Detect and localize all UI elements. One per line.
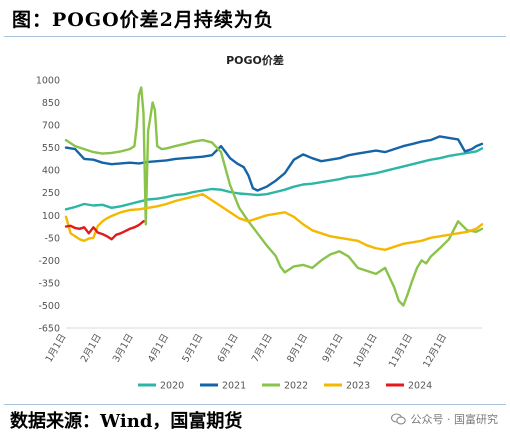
x-tick-label: 10月1日 (352, 332, 380, 370)
series-line-2021 (64, 135, 484, 192)
legend-label-2022: 2022 (284, 381, 308, 392)
x-tick-label: 5月1日 (180, 332, 205, 364)
x-tick-label: 6月1日 (216, 332, 241, 364)
chart-title: POGO价差 (226, 53, 284, 67)
series-layer (64, 86, 484, 307)
legend-label-2020: 2020 (160, 381, 184, 392)
x-tick-label: 1月1日 (44, 332, 69, 364)
watermark: 公众号 · 国富研究 (390, 411, 499, 427)
x-tick-label: 9月1日 (320, 332, 345, 364)
y-tick-label: -350 (38, 278, 60, 289)
x-tick-label: 11月1日 (387, 332, 415, 370)
y-tick-label: 400 (42, 166, 60, 177)
wechat-icon (390, 413, 406, 425)
y-tick-label: -200 (38, 256, 60, 267)
header-divider (4, 36, 506, 37)
y-tick-label: -50 (44, 233, 60, 244)
y-tick-label: 1000 (36, 76, 60, 87)
y-tick-label: 550 (42, 143, 60, 154)
y-tick-label: -500 (38, 301, 60, 312)
footer-divider (4, 404, 506, 405)
series-line-2023 (64, 192, 484, 252)
x-tick-label: 8月1日 (285, 332, 310, 364)
chart-legend: 2020 2021 2022 2023 2024 (138, 381, 432, 392)
x-tick-label: 2月1日 (79, 332, 104, 364)
y-tick-label: -650 (38, 324, 60, 335)
y-tick-label: 850 (42, 98, 60, 109)
line-chart: POGO价差 1000 850 700 550 400 250 100 -50 -200 -350… (36, 53, 484, 392)
x-tick-label: 12月1日 (421, 332, 449, 370)
y-tick-label: 250 (42, 188, 60, 199)
legend-label-2021: 2021 (222, 381, 246, 392)
watermark-text: 公众号 · 国富研究 (410, 413, 499, 426)
series-line-2024 (64, 220, 145, 241)
source-note: 数据来源：Wind，国富期货 (10, 411, 243, 432)
x-tick-label: 3月1日 (111, 332, 136, 364)
x-tick-label: 7月1日 (250, 332, 275, 364)
legend-label-2023: 2023 (346, 381, 370, 392)
series-line-2020 (64, 147, 484, 211)
page-title: 图：POGO价差2月持续为负 (12, 9, 274, 31)
y-tick-label: 100 (42, 211, 60, 222)
series-line-2022 (64, 86, 484, 307)
chart-area: POGO价差 1000 850 700 550 400 250 100 -50 -200 -350… (0, 36, 510, 406)
y-tick-label: 700 (42, 121, 60, 132)
x-tick-label: 4月1日 (146, 332, 171, 364)
legend-label-2024: 2024 (408, 381, 432, 392)
